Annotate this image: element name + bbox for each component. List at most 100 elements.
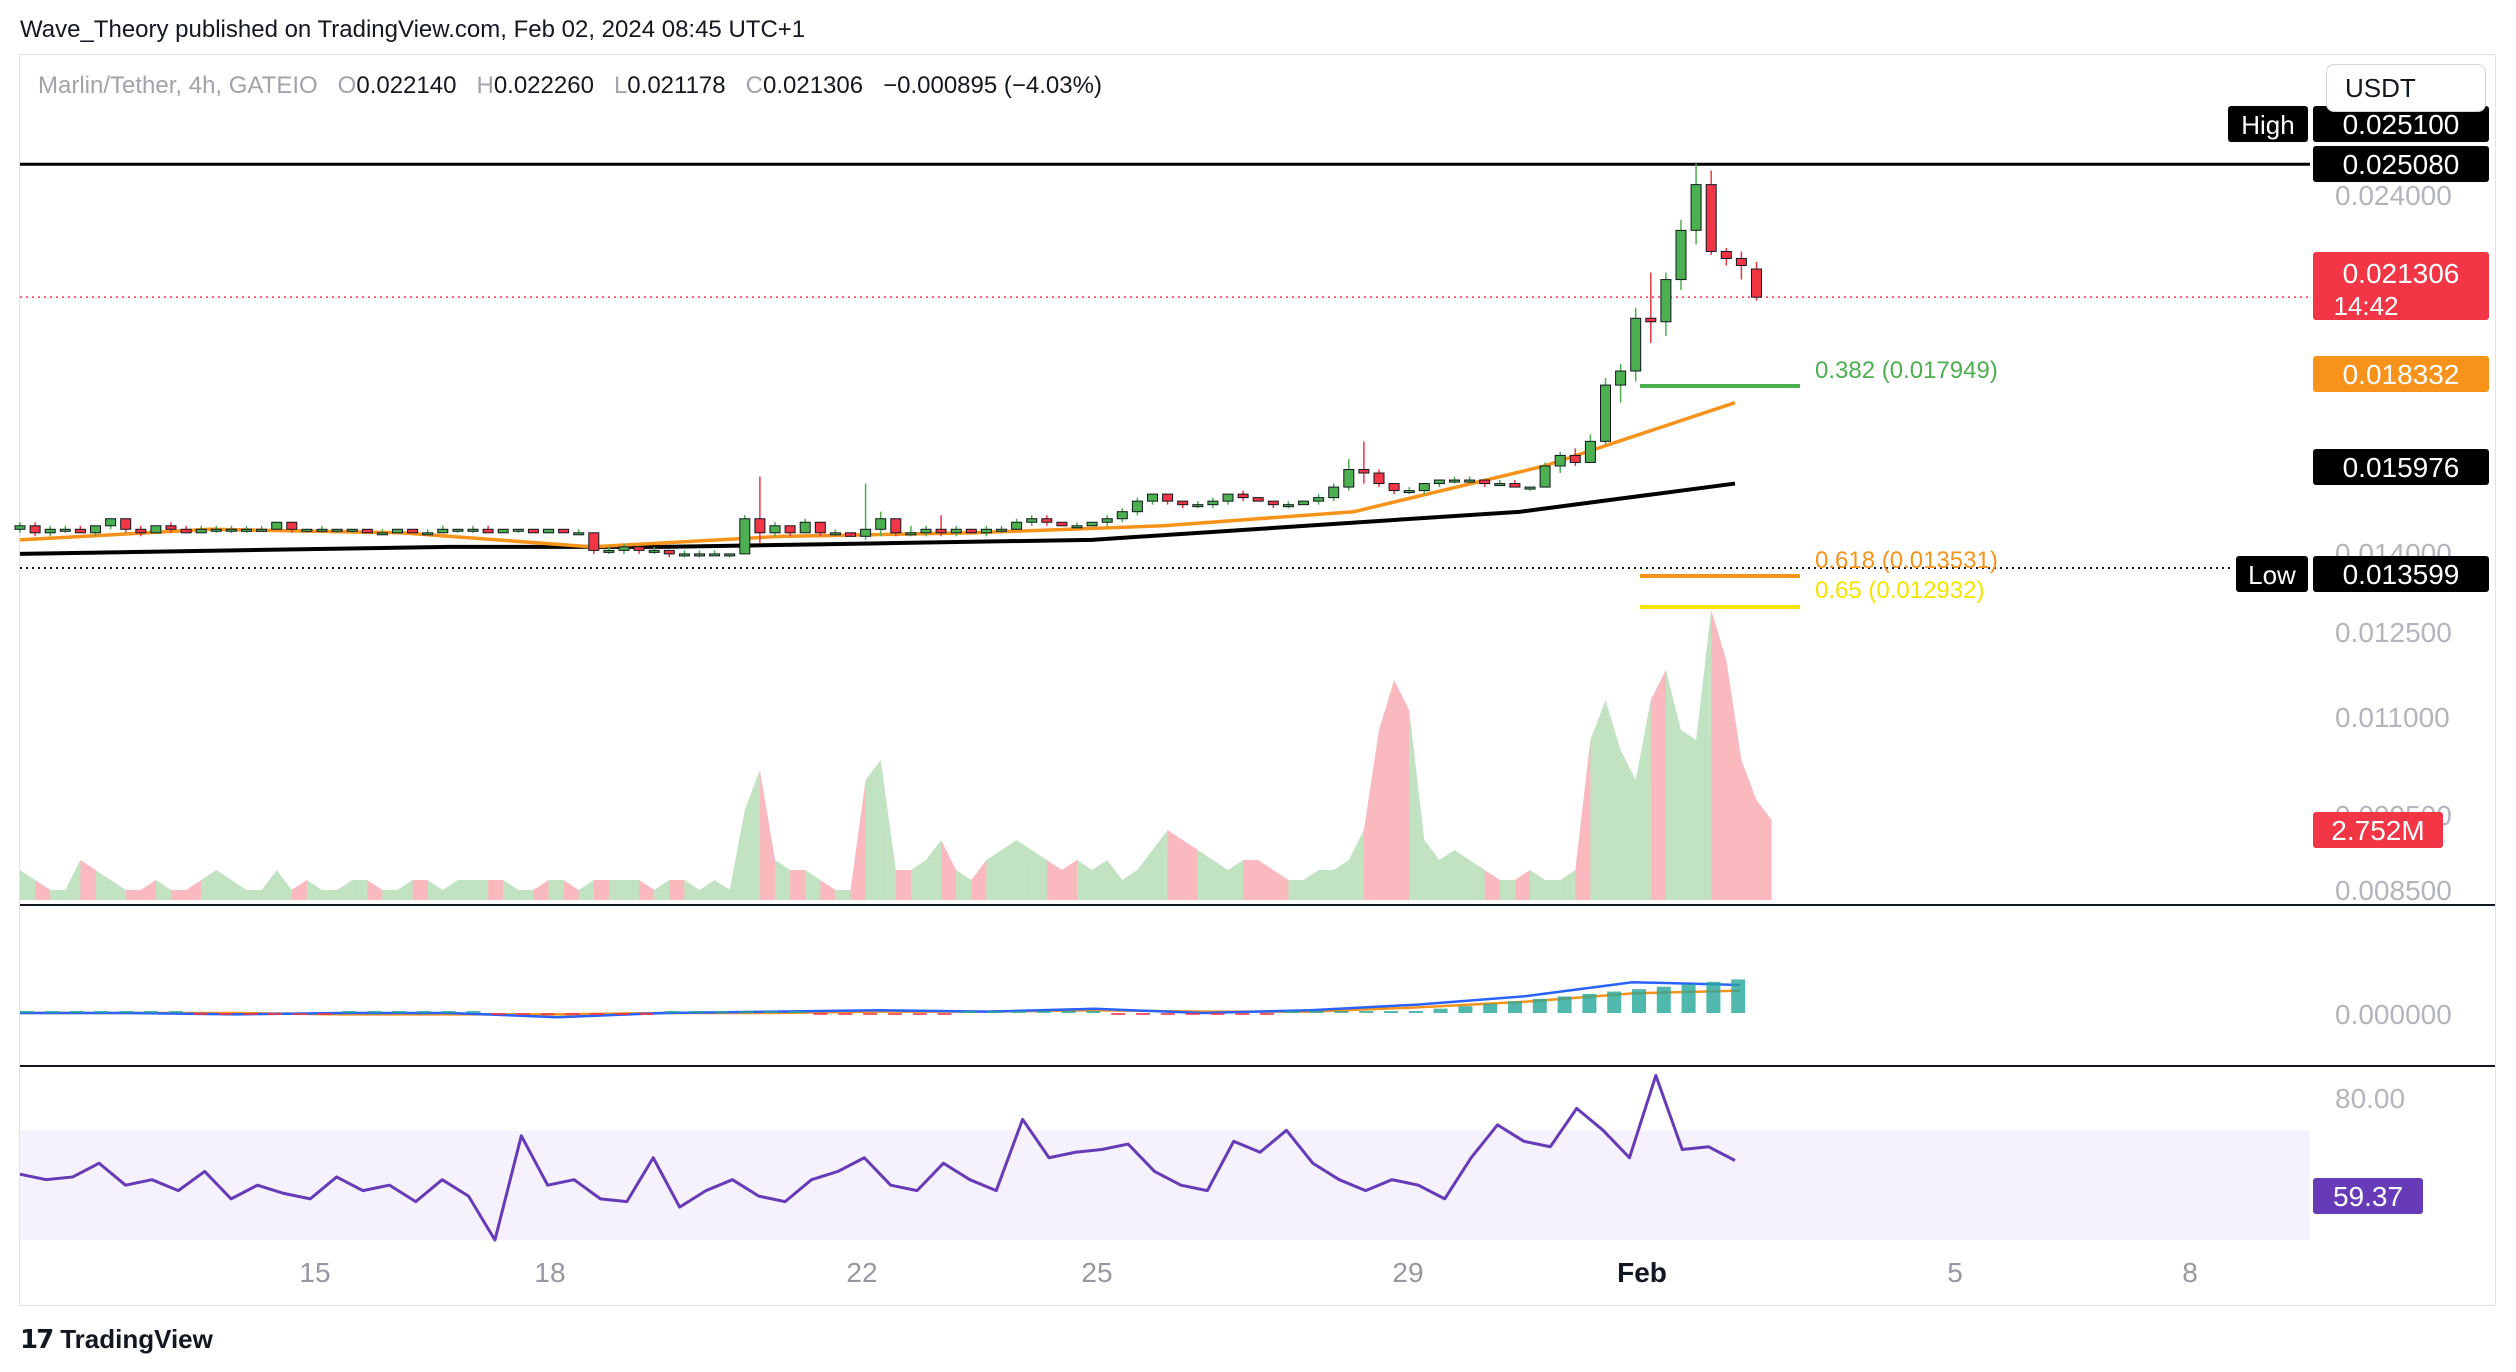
macd-histogram-bar <box>1408 1011 1423 1013</box>
volume-bar <box>1303 870 1319 900</box>
rsi-line <box>19 1073 1736 1242</box>
candle-body <box>1433 479 1445 485</box>
macd-histogram-bar <box>1160 1013 1175 1015</box>
low-value-tag-bg <box>2313 556 2489 592</box>
macd-histogram-bar <box>1359 1011 1374 1013</box>
volume-bar <box>1545 880 1561 900</box>
candle-body <box>1131 500 1143 513</box>
candle-body <box>1373 472 1385 485</box>
volume-bar <box>1137 850 1153 900</box>
time-axis-tick: 29 <box>1392 1257 1423 1288</box>
candle-body <box>1418 483 1430 492</box>
volume-bar <box>367 880 383 900</box>
candle-body <box>1147 493 1158 502</box>
volume-bar <box>442 880 458 900</box>
fib-level-label: 0.382 (0.017949) <box>1815 357 1998 384</box>
volume-bar <box>473 880 489 900</box>
candle-body <box>376 532 388 536</box>
high-value-tag: 0.025100 <box>2343 109 2460 140</box>
macd-histogram-bar <box>1483 1003 1498 1013</box>
publisher-line: Wave_Theory published on TradingView.com… <box>20 16 806 43</box>
high-value: 0.022260 <box>493 72 594 99</box>
chart-frame[interactable] <box>19 54 2496 1306</box>
candle-body <box>1388 483 1400 492</box>
open-label: O <box>337 72 357 99</box>
volume-bar <box>1092 860 1108 900</box>
macd-histogram-bar <box>416 1011 431 1013</box>
last-price-tag-bg <box>2313 252 2489 320</box>
candle-body <box>1645 317 1657 323</box>
countdown-tag: 14:42 <box>2333 291 2398 321</box>
volume-bar <box>926 840 942 900</box>
volume-bar <box>1560 870 1576 900</box>
macd-histogram-bar <box>466 1011 481 1013</box>
macd-histogram-bar <box>1384 1011 1398 1013</box>
volume-bar <box>1424 840 1440 900</box>
candle-body <box>301 528 313 532</box>
volume-bar <box>548 880 564 900</box>
volume-bar <box>910 860 926 900</box>
volume-bar <box>1409 710 1425 900</box>
volume-bar <box>216 870 232 900</box>
volume-bar <box>337 880 353 900</box>
time-axis-tick: Feb <box>1617 1257 1667 1288</box>
volume-tag: 2.752M <box>2331 815 2424 846</box>
candle-body <box>784 525 796 534</box>
volume-bar <box>1394 680 1410 900</box>
volume-bar <box>352 880 368 900</box>
time-axis-tick: 5 <box>1947 1257 1963 1288</box>
volume-bar <box>1348 830 1364 900</box>
volume-bar <box>986 850 1002 900</box>
macd-axis-tick: 0.000000 <box>2335 999 2452 1030</box>
macd-histogram-bar <box>268 1013 282 1015</box>
volume-bar <box>533 880 549 900</box>
currency-button[interactable]: USDT <box>2326 64 2486 112</box>
candle-body <box>1735 257 1747 267</box>
symbol-label[interactable]: Marlin/Tether, 4h, GATEIO <box>38 72 318 99</box>
volume-bar <box>1182 840 1198 900</box>
candle-body <box>1116 511 1128 520</box>
candle-body <box>1101 518 1113 523</box>
volume-bar <box>1620 750 1636 900</box>
volume-bar <box>110 880 126 900</box>
macd-histogram-bar <box>1458 1006 1473 1013</box>
ohlc-legend: Marlin/Tether, 4h, GATEIO O0.022140 H0.0… <box>38 72 1102 100</box>
time-axis-tick: 22 <box>846 1257 877 1288</box>
volume-bar <box>427 880 443 900</box>
volume-bar <box>201 870 217 900</box>
candle-body <box>44 528 56 534</box>
close-label: C <box>745 72 763 99</box>
candle-body <box>1464 479 1476 483</box>
volume-bar <box>1469 860 1485 900</box>
candle-body <box>588 532 600 551</box>
low-value: 0.021178 <box>627 72 726 99</box>
volume-bar <box>1318 870 1334 900</box>
macd-histogram-bar <box>342 1011 357 1013</box>
volume-bar <box>1605 700 1621 900</box>
volume-bar <box>35 880 51 900</box>
volume-bar <box>941 840 957 900</box>
volume-bar <box>895 870 911 900</box>
macd-histogram-bar <box>1607 991 1622 1013</box>
candle-body <box>618 546 630 551</box>
volume-bar <box>744 770 760 900</box>
macd-histogram-bar <box>44 1011 59 1013</box>
volume-bar <box>322 890 338 900</box>
volume-bar <box>155 880 171 900</box>
volume-bar <box>95 870 111 900</box>
macd-histogram-bar <box>1260 1013 1274 1015</box>
candle-body <box>90 525 101 534</box>
candle-body <box>482 528 494 534</box>
macd-histogram-bar <box>516 1013 530 1015</box>
candle-body <box>1660 279 1672 323</box>
candle-body <box>1358 468 1370 474</box>
volume-bar <box>125 890 141 900</box>
volume-bar <box>714 880 730 900</box>
candle-body <box>663 549 675 555</box>
candle-body <box>814 521 826 534</box>
macd-histogram-bar <box>1433 1008 1448 1013</box>
candle-body <box>1298 500 1309 506</box>
macd-histogram-bar <box>937 1013 952 1015</box>
macd-histogram-bar <box>317 1013 332 1015</box>
